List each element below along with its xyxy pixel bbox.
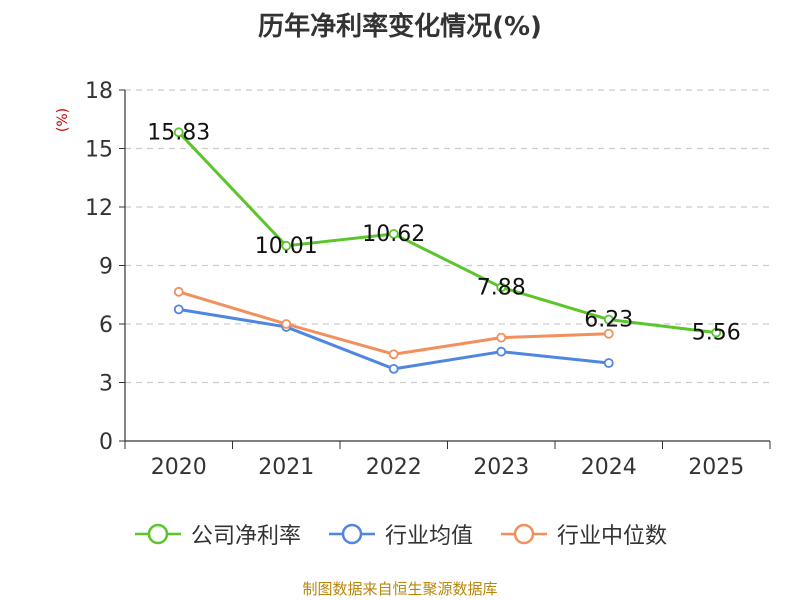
y-tick-label: 6: [99, 313, 113, 338]
x-tick-label: 2020: [151, 455, 207, 480]
data-point: [173, 127, 184, 138]
data-point: [388, 363, 399, 374]
data-point: [281, 319, 292, 329]
data-label: 7.88: [477, 275, 526, 300]
legend-item[interactable]: 公司净利率: [133, 518, 301, 550]
data-point: [281, 240, 292, 251]
grid-lines: [125, 89, 770, 384]
legend-label: 行业中位数: [557, 524, 668, 549]
data-label: 15.83: [147, 120, 210, 145]
data-point: [603, 314, 614, 325]
legend-item[interactable]: 行业中位数: [499, 518, 667, 550]
legend-label: 行业均值: [384, 524, 473, 549]
legend-label: 公司净利率: [190, 524, 301, 549]
legend: 公司净利率 行业均值 行业中位数: [0, 518, 800, 550]
series-line-0: [177, 131, 717, 335]
data-label: 10.01: [255, 234, 318, 259]
legend-swatch-icon: [328, 523, 375, 545]
data-point: [603, 328, 614, 339]
data-point: [496, 282, 507, 293]
source-note: 制图数据来自恒生聚源数据库: [302, 580, 498, 598]
series-line-1: [178, 307, 609, 371]
data-label: 10.62: [362, 222, 425, 247]
data-labels: 15.83 10.01 10.62 7.88 6.23 5.56: [147, 120, 740, 345]
data-label: 5.56: [692, 321, 741, 346]
x-tick-label: 2021: [258, 455, 314, 480]
legend-swatch-icon: [134, 523, 181, 545]
y-tick-label: 15: [85, 138, 113, 163]
axes: 0 3 6 9 12 15 18 2020 2021 2022 2023 2024 2025: [85, 79, 771, 480]
data-point: [388, 349, 399, 360]
x-tick-label: 2024: [581, 455, 637, 480]
data-point: [496, 346, 507, 357]
y-tick-label: 9: [99, 255, 113, 280]
y-tick-label: 18: [85, 79, 113, 104]
data-point: [711, 327, 722, 338]
x-tick-label: 2025: [688, 455, 744, 480]
data-point: [388, 229, 399, 239]
x-tick-label: 2022: [366, 455, 422, 480]
data-point: [173, 286, 184, 297]
data-label: 6.23: [584, 308, 633, 333]
x-tick-label: 2023: [473, 455, 529, 480]
data-point: [603, 358, 614, 368]
legend-item[interactable]: 行业均值: [327, 518, 473, 550]
y-tick-label: 0: [99, 430, 113, 455]
data-point: [496, 332, 507, 343]
chart-title: 历年净利率变化情况(%): [258, 12, 542, 42]
legend-swatch-icon: [501, 523, 547, 545]
data-point: [173, 304, 184, 315]
y-tick-label: 3: [99, 372, 113, 397]
series-lines: [173, 127, 722, 374]
y-tick-label: 12: [85, 196, 113, 221]
